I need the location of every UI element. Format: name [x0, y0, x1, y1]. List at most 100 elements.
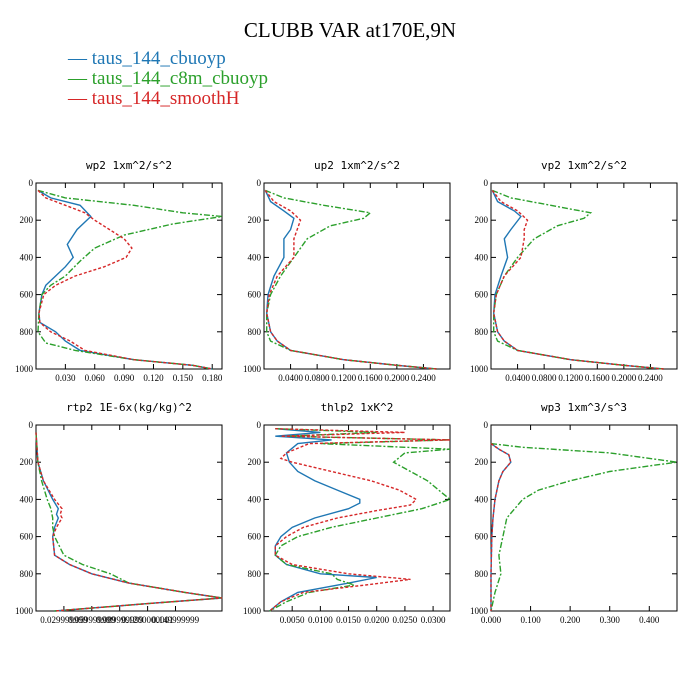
- series-line-taus_144_cbuoyp: [491, 190, 664, 370]
- series-line-taus_144_smoothH: [264, 189, 437, 370]
- y-tick-label: 0: [484, 420, 489, 430]
- panel-title: wp2 1xm^2/s^2: [86, 159, 172, 172]
- plot-frame: [263, 424, 451, 612]
- y-tick-label: 200: [20, 215, 34, 225]
- x-tick-label: 0.2400: [411, 373, 436, 383]
- y-tick-label: 1000: [470, 364, 489, 374]
- panel-title: vp2 1xm^2/s^2: [541, 159, 627, 172]
- x-tick-label: 0.150: [173, 373, 194, 383]
- x-tick-label: 0.2000: [384, 373, 409, 383]
- y-tick-label: 800: [248, 569, 262, 579]
- x-tick-label: 0.180: [202, 373, 223, 383]
- x-tick-label: 0.0800: [532, 373, 557, 383]
- y-tick-label: 800: [475, 569, 489, 579]
- y-tick-label: 0: [29, 178, 34, 188]
- x-tick-label: 0.089999999: [96, 615, 144, 625]
- x-tick-label: 0.120: [143, 373, 164, 383]
- panel-title: rtp2 1E-6x(kg/kg)^2: [66, 401, 192, 414]
- x-tick-label: 0.060: [85, 373, 106, 383]
- y-tick-label: 200: [475, 215, 489, 225]
- legend-entry-smoothH: — taus_144_smoothH: [68, 88, 240, 109]
- x-tick-label: 0.0100: [308, 615, 333, 625]
- series-line-taus_144_c8m_cbuoyp: [492, 189, 664, 370]
- x-tick-label: 0.0300: [421, 615, 446, 625]
- y-tick-label: 200: [20, 457, 34, 467]
- x-tick-label: 0.059999999: [68, 615, 116, 625]
- y-tick-label: 400: [20, 252, 34, 262]
- y-tick-label: 400: [475, 252, 489, 262]
- series-line-taus_144_smoothH: [269, 428, 451, 612]
- series-line-taus_144_cbuoyp: [35, 432, 223, 612]
- x-tick-label: 0.300: [600, 615, 621, 625]
- series-line-taus_144_cbuoyp: [490, 443, 512, 611]
- series-line-taus_144_smoothH: [35, 432, 223, 612]
- y-tick-label: 600: [20, 290, 34, 300]
- legend-entry-cbuoyp: — taus_144_cbuoyp: [68, 48, 226, 69]
- y-tick-label: 1000: [243, 364, 262, 374]
- x-tick-label: 0.100: [520, 615, 541, 625]
- plot-frame: [490, 424, 678, 612]
- x-tick-label: 0.1600: [585, 373, 610, 383]
- y-tick-label: 600: [248, 290, 262, 300]
- x-tick-label: 0.1200: [331, 373, 356, 383]
- plot-frame: [490, 182, 678, 370]
- y-tick-label: 1000: [470, 606, 489, 616]
- x-tick-label: 0.1600: [358, 373, 383, 383]
- y-tick-label: 0: [257, 420, 262, 430]
- y-tick-label: 800: [20, 569, 34, 579]
- x-tick-label: 0.1200: [558, 373, 583, 383]
- series-line-taus_144_cbuoyp: [37, 189, 213, 370]
- series-line-taus_144_smoothH: [37, 189, 213, 370]
- series-line-taus_144_c8m_cbuoyp: [265, 189, 437, 370]
- series-line-taus_144_cbuoyp: [264, 190, 437, 370]
- series-line-taus_144_smoothH: [490, 443, 512, 611]
- y-tick-label: 200: [248, 215, 262, 225]
- x-tick-label: 0.0250: [393, 615, 418, 625]
- panel-title: thlp2 1xK^2: [321, 401, 394, 414]
- y-tick-label: 400: [248, 252, 262, 262]
- figure-title: CLUBB VAR at170E,9N: [243, 18, 457, 42]
- series-line-taus_144_cbuoyp: [269, 428, 377, 612]
- y-tick-label: 200: [248, 457, 262, 467]
- panel-title: wp3 1xm^3/s^3: [541, 401, 627, 414]
- x-tick-label: 0.1200000001: [122, 615, 174, 625]
- y-tick-label: 1000: [15, 606, 34, 616]
- series-line-taus_144_c8m_cbuoyp: [35, 432, 223, 612]
- series-line-taus_144_smoothH: [491, 189, 664, 370]
- series-line-taus_144_c8m_cbuoyp: [490, 442, 678, 612]
- y-tick-label: 400: [475, 494, 489, 504]
- y-tick-label: 0: [257, 178, 262, 188]
- x-tick-label: 0.000: [481, 615, 502, 625]
- series-line-taus_144_c8m_cbuoyp: [37, 189, 223, 370]
- x-tick-label: 0.400: [639, 615, 660, 625]
- plot-frame: [263, 182, 451, 370]
- series-line-taus_144_c8m_cbuoyp: [269, 428, 452, 612]
- x-tick-label: 0.0400: [278, 373, 303, 383]
- y-tick-label: 0: [484, 178, 489, 188]
- y-tick-label: 1000: [15, 364, 34, 374]
- x-tick-label: 0.029999999: [40, 615, 88, 625]
- y-tick-label: 600: [475, 290, 489, 300]
- y-tick-label: 0: [29, 420, 34, 430]
- x-tick-label: 0.0800: [305, 373, 330, 383]
- x-tick-label: 0.149999999: [152, 615, 200, 625]
- plot-frame: [35, 182, 223, 370]
- y-tick-label: 1000: [243, 606, 262, 616]
- x-tick-label: 0.0400: [505, 373, 530, 383]
- plot-frame: [35, 424, 223, 612]
- y-tick-label: 600: [248, 532, 262, 542]
- x-tick-label: 0.030: [55, 373, 76, 383]
- x-tick-label: 0.0150: [336, 615, 361, 625]
- y-tick-label: 600: [475, 532, 489, 542]
- legend-entry-c8m-cbuoyp: — taus_144_c8m_cbuoyp: [68, 68, 269, 89]
- x-tick-label: 0.200: [560, 615, 581, 625]
- y-tick-label: 800: [248, 327, 262, 337]
- x-tick-label: 0.2000: [611, 373, 636, 383]
- y-tick-label: 200: [475, 457, 489, 467]
- x-tick-label: 0.0200: [364, 615, 389, 625]
- x-tick-label: 0.0050: [280, 615, 305, 625]
- y-tick-label: 400: [248, 494, 262, 504]
- y-tick-label: 400: [20, 494, 34, 504]
- y-tick-label: 600: [20, 532, 34, 542]
